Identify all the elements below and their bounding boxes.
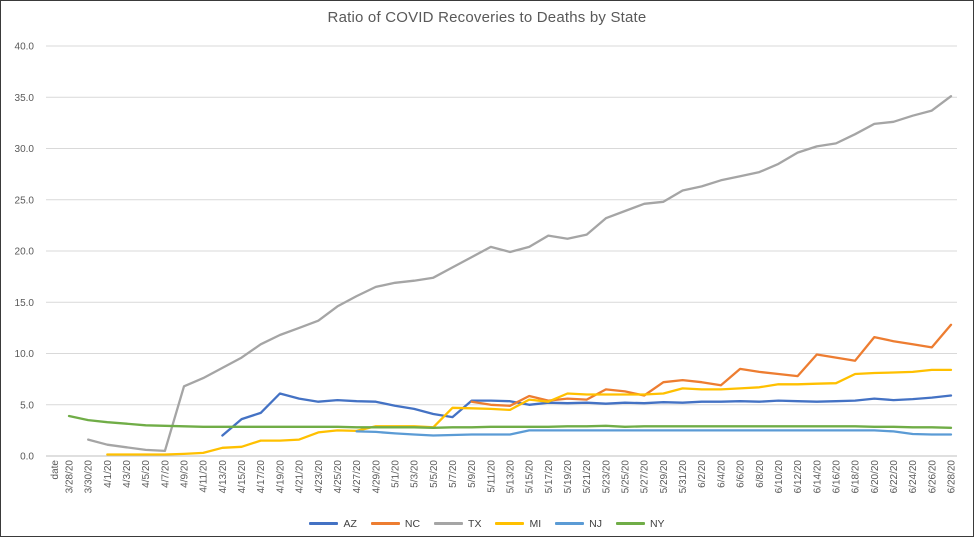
x-axis-tick-label: 3/30/20 (84, 460, 95, 494)
y-axis-tick-label: 40.0 (15, 42, 35, 53)
legend-item-tx: TX (434, 517, 482, 530)
x-axis-tick-label: 6/6/20 (736, 460, 747, 488)
y-axis-tick-label: 25.0 (15, 195, 35, 206)
x-axis-tick-label: 4/7/20 (160, 460, 171, 488)
x-axis-tick-label: 6/8/20 (755, 460, 766, 488)
chart-canvas: 0.0 5.0 10.0 15.0 20.0 25.0 30.0 35.0 40.0 date 3/… (15, 42, 958, 494)
x-axis-tick-label: 6/22/20 (889, 460, 900, 494)
x-axis-tick-label: 4/5/20 (141, 460, 152, 488)
legend-label-tx: TX (468, 517, 482, 530)
y-axis-tick-label: 20.0 (15, 247, 35, 258)
x-axis-tick-label: 4/3/20 (122, 460, 133, 488)
series-line-tx (87, 95, 953, 453)
x-axis-tick-label: 4/25/20 (333, 460, 344, 494)
legend-item-nj: NJ (555, 517, 602, 530)
series-line-mi (106, 368, 953, 456)
x-axis-tick-label: 5/13/20 (506, 460, 517, 494)
x-axis-tick-label: 6/28/20 (947, 460, 958, 494)
x-axis-tick-label: 5/23/20 (601, 460, 612, 494)
x-axis-tick-label: 5/9/20 (467, 460, 478, 488)
x-axis-tick-label: 4/19/20 (275, 460, 286, 494)
legend-label-nc: NC (404, 517, 421, 530)
x-axis-tick-label: 4/21/20 (295, 460, 306, 494)
x-axis-tick-label: 5/17/20 (544, 460, 555, 494)
x-axis-tick-label: 5/1/20 (390, 460, 401, 488)
legend-label-mi: MI (529, 517, 542, 530)
series-line-az (221, 392, 953, 437)
legend-swatch-nj (555, 522, 585, 526)
x-axis-tick-label: 3/28/20 (65, 460, 76, 494)
x-axis-tick-label: 4/13/20 (218, 460, 229, 494)
x-axis-tick-label: 5/19/20 (563, 460, 574, 494)
legend-swatch-nc (370, 522, 400, 526)
x-axis-tick-label: 4/15/20 (237, 460, 248, 494)
x-axis-tick-label: 4/27/20 (352, 460, 363, 494)
x-axis-tick-label: 6/2/20 (697, 460, 708, 488)
legend-item-az: AZ (309, 517, 357, 530)
x-axis-tick-label: 4/1/20 (103, 460, 114, 488)
x-axis-tick-label: 4/11/20 (199, 460, 210, 493)
x-axis-tick-label: 6/16/20 (831, 460, 842, 494)
x-axis-tick-label: date (50, 460, 61, 480)
x-axis-tick-label: 6/14/20 (812, 460, 823, 494)
x-axis-tick-label: 6/10/20 (774, 460, 785, 494)
x-axis-tick-label: 5/31/20 (678, 460, 689, 494)
x-axis-tick-label: 5/29/20 (659, 460, 670, 494)
chart-title: Ratio of COVID Recoveries to Deaths by S… (327, 9, 647, 26)
y-axis-tick-label: 30.0 (15, 144, 35, 155)
y-axis-tick-label: 15.0 (15, 298, 35, 309)
legend-swatch-mi (495, 522, 525, 526)
x-axis-tick-label: 4/23/20 (314, 460, 325, 494)
x-axis-tick-label: 5/5/20 (429, 460, 440, 488)
x-axis-tick-label: 4/29/20 (371, 460, 382, 494)
legend-label-nj: NJ (589, 517, 602, 530)
legend-swatch-tx (434, 522, 464, 526)
y-axis-tick-label: 35.0 (15, 93, 35, 104)
x-axis-tick-label: 6/12/20 (793, 460, 804, 494)
x-axis-tick-label: 5/11/20 (486, 460, 497, 493)
x-axis-tick-label: 6/20/20 (870, 460, 881, 494)
x-axis-tick-label: 5/25/20 (621, 460, 632, 494)
legend-swatch-az (309, 522, 339, 526)
x-axis-tick-label: 4/9/20 (180, 460, 191, 488)
legend-item-ny: NY (615, 517, 665, 530)
y-axis-tick-label: 5.0 (20, 400, 34, 411)
x-axis-tick-label: 6/24/20 (908, 460, 919, 494)
x-axis-tick-label: 6/4/20 (716, 460, 727, 488)
legend-item-nc: NC (370, 517, 421, 530)
x-axis-tick-label: 6/18/20 (851, 460, 862, 494)
x-axis-tick-label: 6/26/20 (927, 460, 938, 494)
series-line-nc (470, 323, 953, 407)
x-axis-tick-label: 5/27/20 (640, 460, 651, 494)
x-axis-tick-label: 5/15/20 (525, 460, 536, 494)
legend-swatch-ny (615, 522, 645, 526)
chart-legend: AZ NC TX MI NJ NY (1, 517, 973, 530)
series-line-nj (355, 429, 953, 437)
legend-item-mi: MI (495, 517, 542, 530)
x-axis-tick-label: 5/7/20 (448, 460, 459, 488)
y-axis-tick-label: 0.0 (20, 452, 34, 463)
legend-label-ny: NY (649, 517, 665, 530)
x-axis-tick-label: 5/3/20 (410, 460, 421, 488)
legend-label-az: AZ (343, 517, 357, 530)
x-axis-tick-label: 5/21/20 (582, 460, 593, 494)
series-line-ny (67, 414, 953, 429)
y-axis-tick-label: 10.0 (15, 349, 35, 360)
x-axis-tick-label: 4/17/20 (256, 460, 267, 494)
